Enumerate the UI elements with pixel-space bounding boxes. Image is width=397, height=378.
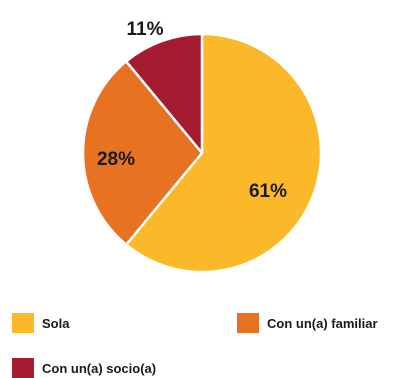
legend: Sola Con un(a) familiar Con un(a) socio(a) [12, 313, 378, 378]
legend-label-2: Con un(a) familiar [267, 316, 378, 331]
slice-value-label-2: 28% [97, 149, 135, 170]
legend-item-1: Sola [12, 313, 70, 333]
legend-item-2: Con un(a) familiar [237, 313, 378, 333]
pie-slice-3 [124, 32, 204, 155]
legend-label-3: Con un(a) socio(a) [42, 361, 156, 376]
pie-slices [81, 32, 323, 274]
legend-label-1: Sola [42, 316, 70, 331]
pie-value-labels: 61% 28% 11% [97, 19, 287, 202]
pie-slice-2 [81, 60, 204, 246]
slice-value-label-1: 61% [249, 181, 287, 202]
pie-slice-1 [124, 32, 323, 274]
legend-swatch-1 [12, 313, 34, 333]
legend-item-3: Con un(a) socio(a) [12, 358, 156, 378]
legend-swatch-3 [12, 358, 34, 378]
slice-value-label-3: 11% [127, 19, 164, 40]
legend-swatch-2 [237, 313, 259, 333]
